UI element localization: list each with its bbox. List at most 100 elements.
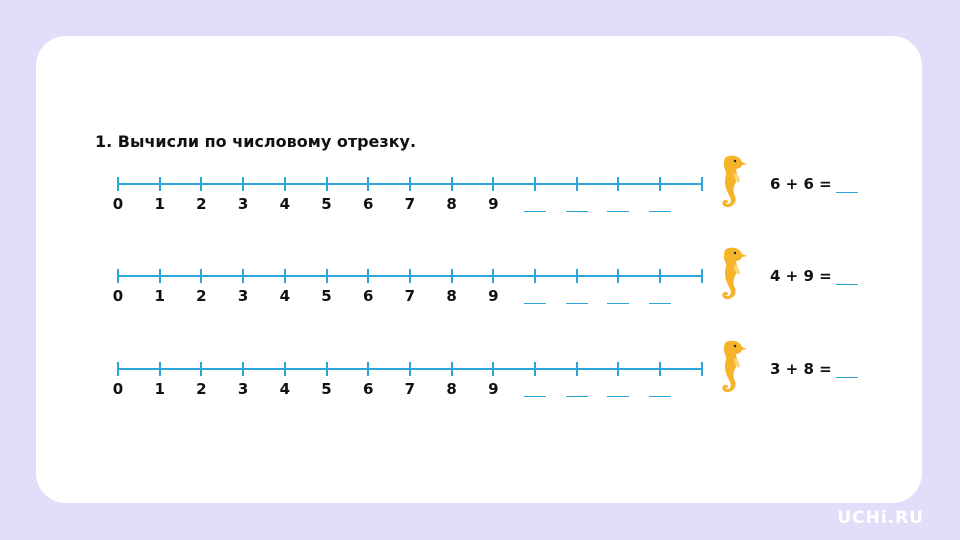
tick-label: 1 — [154, 287, 165, 305]
answer-blank[interactable] — [565, 211, 588, 212]
tick-mark — [242, 362, 245, 376]
tick-mark — [242, 269, 245, 283]
tick-mark — [242, 177, 245, 191]
tick-label: 0 — [112, 380, 124, 398]
tick-mark — [408, 177, 411, 191]
tick-mark — [158, 177, 161, 191]
answer-blank[interactable] — [607, 303, 630, 304]
answer-blank[interactable] — [524, 303, 546, 304]
tick-label: 9 — [488, 195, 499, 213]
expression: 3 + 8 = — [770, 360, 858, 378]
tick-mark — [617, 362, 620, 376]
tick-mark — [200, 177, 203, 191]
tick-label: 4 — [279, 380, 291, 398]
tick-mark — [492, 362, 495, 376]
tick-label: 4 — [279, 287, 291, 305]
answer-blank[interactable] — [649, 396, 672, 397]
seahorse-icon — [712, 338, 748, 400]
tick-label: 6 — [362, 287, 374, 305]
expression-text: 6 + 6 = — [770, 175, 832, 193]
tick-label: 3 — [237, 380, 249, 398]
tick-label: 9 — [488, 380, 499, 398]
tick-mark — [700, 362, 703, 376]
tick-mark — [700, 269, 703, 283]
tick-label: 5 — [321, 380, 332, 398]
tick-mark — [325, 177, 328, 191]
tick-label: 7 — [404, 380, 416, 398]
tick-mark — [117, 177, 119, 191]
tick-mark — [575, 362, 578, 376]
answer-blank[interactable] — [524, 211, 546, 212]
uchi-logo: UCHi.RU — [837, 508, 924, 528]
tick-label: 4 — [279, 195, 291, 213]
tick-mark — [617, 269, 620, 283]
answer-blank[interactable] — [835, 284, 858, 285]
tick-mark — [450, 269, 453, 283]
tick-mark — [450, 177, 453, 191]
tick-label: 0 — [112, 287, 124, 305]
tick-label: 3 — [237, 287, 249, 305]
tick-label: 9 — [488, 287, 499, 305]
seahorse-icon — [712, 153, 748, 215]
tick-label: 7 — [404, 195, 416, 213]
answer-blank[interactable] — [565, 396, 588, 397]
tick-mark — [575, 269, 578, 283]
tick-mark — [408, 362, 411, 376]
tick-mark — [492, 269, 495, 283]
tick-label: 6 — [362, 380, 374, 398]
tick-label: 2 — [196, 380, 207, 398]
tick-mark — [534, 269, 536, 283]
answer-blank[interactable] — [835, 192, 858, 193]
tick-label: 2 — [196, 195, 207, 213]
tick-mark — [659, 362, 662, 376]
tick-mark — [659, 177, 662, 191]
tick-label: 3 — [237, 195, 249, 213]
tick-mark — [200, 362, 203, 376]
tick-mark — [367, 269, 370, 283]
expression-text: 3 + 8 = — [770, 360, 832, 378]
tick-mark — [283, 177, 286, 191]
seahorse-icon — [712, 245, 748, 307]
tick-label: 5 — [321, 195, 332, 213]
tick-mark — [158, 269, 161, 283]
answer-blank[interactable] — [649, 211, 672, 212]
answer-blank[interactable] — [835, 377, 858, 378]
worksheet-card — [36, 36, 922, 503]
tick-mark — [617, 177, 620, 191]
tick-label: 1 — [154, 195, 165, 213]
tick-mark — [117, 362, 119, 376]
tick-label: 0 — [112, 195, 124, 213]
tick-label: 2 — [196, 287, 207, 305]
answer-blank[interactable] — [524, 396, 546, 397]
tick-label: 6 — [362, 195, 374, 213]
tick-mark — [450, 362, 453, 376]
tick-mark — [283, 362, 286, 376]
tick-mark — [534, 362, 536, 376]
tick-mark — [659, 269, 662, 283]
tick-mark — [283, 269, 286, 283]
tick-label: 5 — [321, 287, 332, 305]
tick-mark — [325, 269, 328, 283]
number-line-row: 0 1 2 3 4 5 6 7 8 9 3 + 8 = — [0, 340, 960, 428]
task-title: 1. Вычисли по числовому отрезку. — [95, 132, 417, 151]
answer-blank[interactable] — [565, 303, 588, 304]
tick-label: 7 — [404, 287, 416, 305]
tick-mark — [408, 269, 411, 283]
tick-label: 8 — [446, 195, 457, 213]
tick-mark — [200, 269, 203, 283]
tick-mark — [158, 362, 161, 376]
expression: 6 + 6 = — [770, 175, 858, 193]
tick-mark — [534, 177, 536, 191]
answer-blank[interactable] — [607, 211, 630, 212]
expression: 4 + 9 = — [770, 267, 858, 285]
tick-mark — [700, 177, 703, 191]
answer-blank[interactable] — [607, 396, 630, 397]
expression-text: 4 + 9 = — [770, 267, 832, 285]
tick-mark — [492, 177, 495, 191]
tick-mark — [325, 362, 328, 376]
answer-blank[interactable] — [649, 303, 672, 304]
tick-mark — [367, 362, 370, 376]
tick-label: 8 — [446, 380, 457, 398]
tick-mark — [367, 177, 370, 191]
tick-mark — [117, 269, 119, 283]
